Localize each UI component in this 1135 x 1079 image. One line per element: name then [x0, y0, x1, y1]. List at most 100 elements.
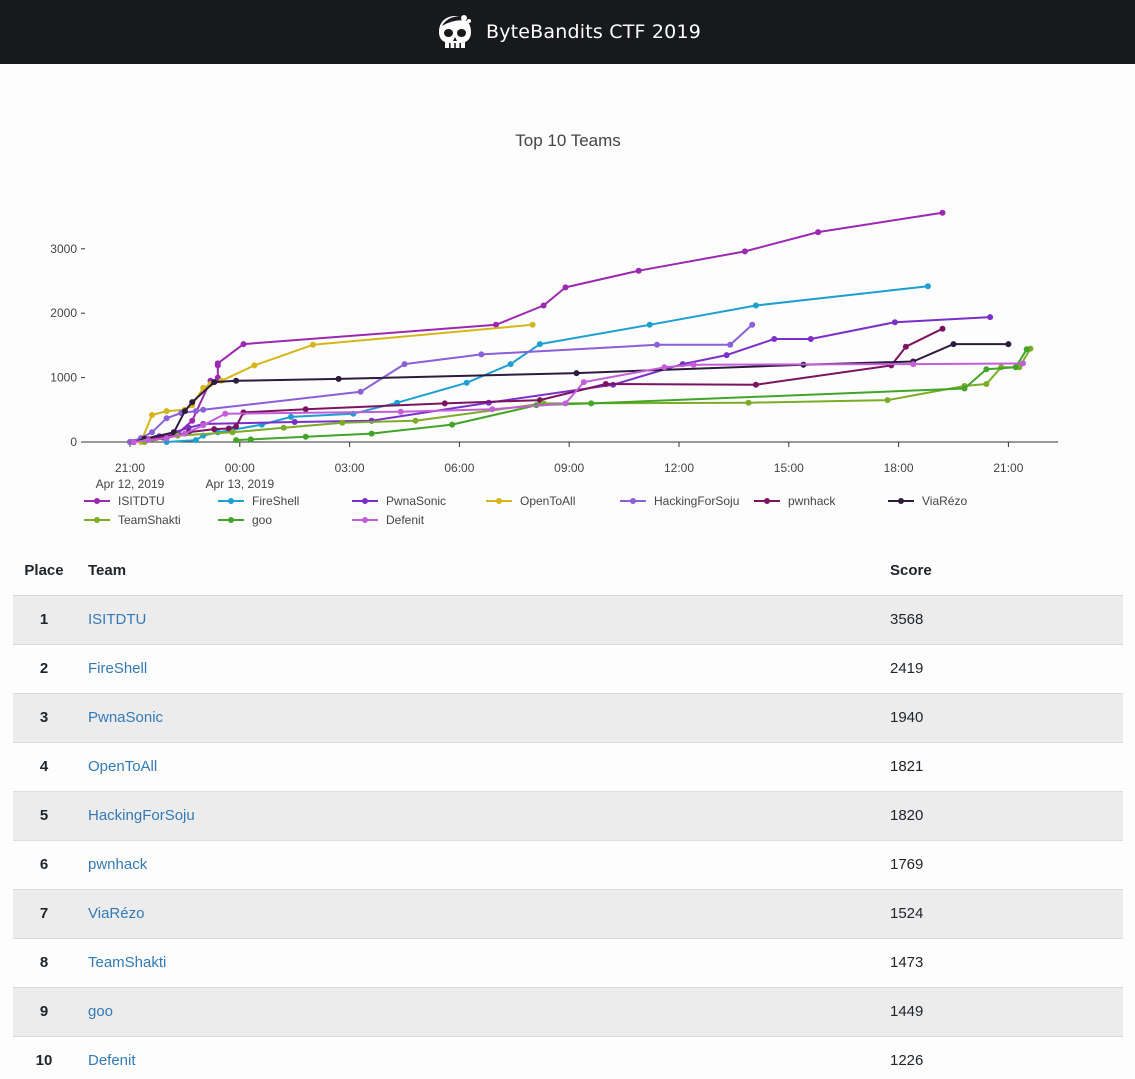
data-point[interactable]: [815, 229, 822, 236]
data-point[interactable]: [145, 437, 152, 444]
data-point[interactable]: [401, 361, 408, 368]
data-point[interactable]: [983, 366, 990, 373]
data-point[interactable]: [562, 284, 569, 291]
data-point[interactable]: [233, 437, 240, 444]
data-point[interactable]: [449, 421, 456, 428]
team-link[interactable]: ViaRézo: [88, 905, 145, 922]
data-point[interactable]: [441, 400, 448, 407]
data-point[interactable]: [690, 361, 697, 368]
team-link[interactable]: pwnhack: [88, 856, 148, 873]
data-point[interactable]: [130, 439, 137, 445]
team-link[interactable]: ISITDTU: [88, 611, 147, 628]
data-point[interactable]: [654, 341, 660, 348]
team-link[interactable]: Defenit: [88, 1052, 136, 1070]
data-point[interactable]: [463, 379, 470, 386]
data-point[interactable]: [357, 388, 364, 395]
data-point[interactable]: [302, 406, 309, 413]
data-point[interactable]: [646, 321, 653, 328]
data-point[interactable]: [1020, 360, 1026, 367]
data-point[interactable]: [661, 364, 668, 371]
data-point[interactable]: [192, 408, 199, 415]
data-point[interactable]: [902, 343, 909, 350]
team-link[interactable]: TeamShakti: [88, 954, 167, 971]
data-point[interactable]: [181, 430, 188, 437]
data-point[interactable]: [891, 319, 898, 326]
data-point[interactable]: [529, 321, 536, 328]
data-point[interactable]: [478, 351, 485, 358]
data-point[interactable]: [807, 336, 814, 342]
data-point[interactable]: [602, 381, 609, 387]
data-point[interactable]: [939, 209, 946, 216]
data-point[interactable]: [397, 408, 404, 415]
data-point[interactable]: [291, 419, 298, 425]
data-point[interactable]: [950, 341, 957, 348]
data-point[interactable]: [211, 379, 218, 386]
data-point[interactable]: [200, 422, 207, 429]
team-link[interactable]: OpenToAll: [88, 758, 158, 775]
legend-item[interactable]: Defenit: [352, 513, 425, 527]
data-point[interactable]: [489, 406, 496, 413]
data-point[interactable]: [749, 321, 756, 328]
data-point[interactable]: [771, 336, 778, 342]
team-link[interactable]: FireShell: [88, 660, 148, 677]
data-point[interactable]: [910, 361, 917, 368]
data-point[interactable]: [884, 397, 891, 404]
data-point[interactable]: [200, 406, 207, 413]
data-point[interactable]: [181, 408, 188, 415]
team-link[interactable]: goo: [88, 1003, 114, 1020]
data-point[interactable]: [233, 377, 240, 384]
team-link[interactable]: HackingForSoju: [88, 807, 195, 824]
data-point[interactable]: [233, 423, 240, 430]
data-point[interactable]: [540, 302, 547, 309]
data-point[interactable]: [983, 381, 990, 387]
data-point[interactable]: [189, 399, 196, 406]
legend-item[interactable]: TeamShakti: [84, 513, 181, 527]
data-point[interactable]: [588, 400, 595, 407]
data-point[interactable]: [1012, 364, 1019, 371]
data-point[interactable]: [192, 437, 199, 444]
data-point[interactable]: [727, 341, 734, 348]
data-point[interactable]: [149, 429, 155, 436]
data-point[interactable]: [961, 385, 968, 392]
data-point[interactable]: [1023, 346, 1030, 353]
data-point[interactable]: [149, 412, 155, 418]
data-point[interactable]: [368, 430, 375, 437]
data-point[interactable]: [741, 248, 748, 255]
data-point[interactable]: [225, 425, 232, 432]
data-point[interactable]: [280, 424, 287, 431]
data-point[interactable]: [562, 400, 569, 407]
data-point[interactable]: [310, 341, 316, 348]
data-point[interactable]: [185, 424, 192, 431]
data-point[interactable]: [339, 419, 346, 426]
data-point[interactable]: [302, 433, 309, 440]
data-point[interactable]: [163, 408, 170, 415]
data-point[interactable]: [288, 413, 294, 420]
data-point[interactable]: [229, 429, 236, 436]
data-point[interactable]: [1005, 341, 1012, 348]
data-point[interactable]: [573, 370, 580, 377]
data-point[interactable]: [240, 341, 247, 348]
legend-item[interactable]: ViaRézo: [888, 494, 967, 508]
data-point[interactable]: [189, 417, 196, 424]
legend-item[interactable]: FireShell: [218, 494, 299, 508]
data-point[interactable]: [507, 361, 514, 368]
legend-item[interactable]: PwnaSonic: [352, 494, 446, 508]
legend-item[interactable]: OpenToAll: [486, 494, 575, 508]
data-point[interactable]: [222, 410, 229, 417]
data-point[interactable]: [745, 399, 752, 406]
data-point[interactable]: [163, 435, 170, 442]
data-point[interactable]: [924, 283, 931, 290]
team-link[interactable]: PwnaSonic: [88, 709, 164, 726]
data-point[interactable]: [247, 436, 254, 443]
data-point[interactable]: [752, 381, 759, 388]
data-point[interactable]: [723, 352, 730, 359]
data-point[interactable]: [251, 362, 258, 369]
data-point[interactable]: [335, 375, 342, 382]
legend-item[interactable]: pwnhack: [754, 494, 836, 508]
data-point[interactable]: [939, 325, 946, 332]
legend-item[interactable]: ISITDTU: [84, 494, 165, 508]
data-point[interactable]: [580, 379, 587, 386]
data-point[interactable]: [635, 267, 642, 274]
data-point[interactable]: [536, 341, 543, 348]
data-point[interactable]: [493, 321, 499, 328]
